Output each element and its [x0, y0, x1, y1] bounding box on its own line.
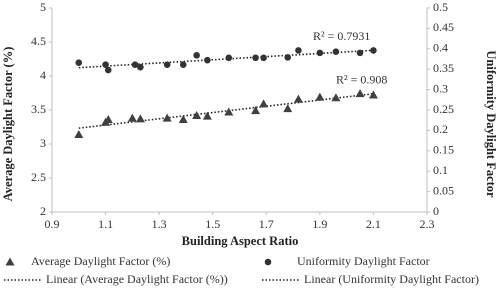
- circle-marker: [370, 47, 377, 54]
- circle-marker: [332, 48, 340, 55]
- circle-marker: [179, 61, 187, 69]
- y-tick-label: 4: [40, 68, 46, 82]
- triangle-marker: [251, 106, 261, 115]
- y2-tick-label: 0.5: [433, 0, 448, 14]
- y2-tick-label: 0.45: [433, 20, 454, 34]
- triangle-marker: [192, 110, 202, 119]
- y2-tick-label: 0.15: [433, 143, 454, 157]
- triangle-marker: [224, 107, 234, 116]
- circle-marker: [137, 63, 144, 71]
- triangle-marker: [135, 114, 145, 123]
- x-tick-label: 2.1: [366, 217, 381, 231]
- circle-marker: [284, 54, 292, 61]
- legend-label: Linear (Uniformity Daylight Factor): [304, 272, 479, 286]
- triangle-marker: [259, 99, 269, 108]
- x-tick-label: 1.3: [152, 217, 167, 231]
- legend-label: Uniformity Daylight Factor: [297, 254, 430, 268]
- triangle-marker: [202, 111, 212, 120]
- y-tick-label: 4.5: [31, 34, 46, 48]
- y2-tick-label: 0.25: [433, 102, 454, 116]
- triangle-marker: [355, 89, 365, 98]
- circle-marker: [204, 56, 211, 64]
- triangle-marker: [5, 257, 15, 266]
- triangle-marker: [162, 113, 172, 122]
- x-tick-label: 1.9: [312, 217, 327, 231]
- triangle-marker: [103, 115, 113, 124]
- circle-marker: [295, 47, 302, 54]
- circle-marker: [102, 61, 109, 69]
- circle-marker: [193, 52, 200, 59]
- triangle-marker: [331, 93, 341, 102]
- trendline: [78, 92, 374, 129]
- circle-marker: [264, 258, 272, 266]
- triangle-marker: [74, 129, 84, 138]
- y2-tick-label: 0.2: [433, 122, 448, 136]
- r2-label: R² = 0.7931: [313, 29, 370, 43]
- triangle-marker: [368, 90, 378, 99]
- y-axis-title: Average Daylight Factor (%): [1, 47, 15, 202]
- y-tick-label: 3: [40, 136, 46, 150]
- legend-label: Average Daylight Factor (%): [31, 254, 170, 268]
- y2-tick-label: 0.35: [433, 61, 454, 75]
- y2-tick-label: 0.05: [433, 183, 454, 197]
- x-tick-label: 2.3: [420, 217, 435, 231]
- circle-marker: [225, 54, 233, 62]
- x-tick-label: 0.9: [45, 217, 60, 231]
- x-tick-label: 1.5: [205, 217, 220, 231]
- legend-label: Linear (Average Daylight Factor (%)): [46, 272, 228, 286]
- circle-marker: [131, 61, 139, 69]
- y2-tick-label: 0: [433, 204, 439, 218]
- y2-tick-label: 0.1: [433, 163, 448, 177]
- y2-tick-label: 0.3: [433, 81, 448, 95]
- triangle-marker: [315, 92, 325, 101]
- x-axis-title: Building Aspect Ratio: [182, 234, 299, 248]
- y2-tick-label: 0.4: [433, 41, 448, 55]
- circle-marker: [163, 61, 171, 69]
- x-tick-label: 1.1: [98, 217, 113, 231]
- circle-marker: [75, 59, 83, 66]
- triangle-marker: [283, 104, 293, 113]
- y-tick-label: 5: [40, 0, 46, 14]
- circle-marker: [252, 54, 259, 62]
- y-tick-label: 2: [40, 204, 46, 218]
- triangle-marker: [178, 115, 188, 124]
- y2-axis-title: Uniformity Daylight Factor: [484, 50, 498, 198]
- x-tick-label: 1.7: [259, 217, 274, 231]
- r2-label: R² = 0.908: [336, 73, 387, 87]
- circle-marker: [316, 49, 324, 57]
- triangle-marker: [293, 94, 303, 103]
- circle-marker: [356, 49, 364, 57]
- y-tick-label: 2.5: [31, 170, 46, 184]
- circle-marker: [260, 54, 267, 62]
- triangle-marker: [127, 113, 137, 122]
- y-tick-label: 3.5: [31, 102, 46, 116]
- circle-marker: [104, 66, 112, 74]
